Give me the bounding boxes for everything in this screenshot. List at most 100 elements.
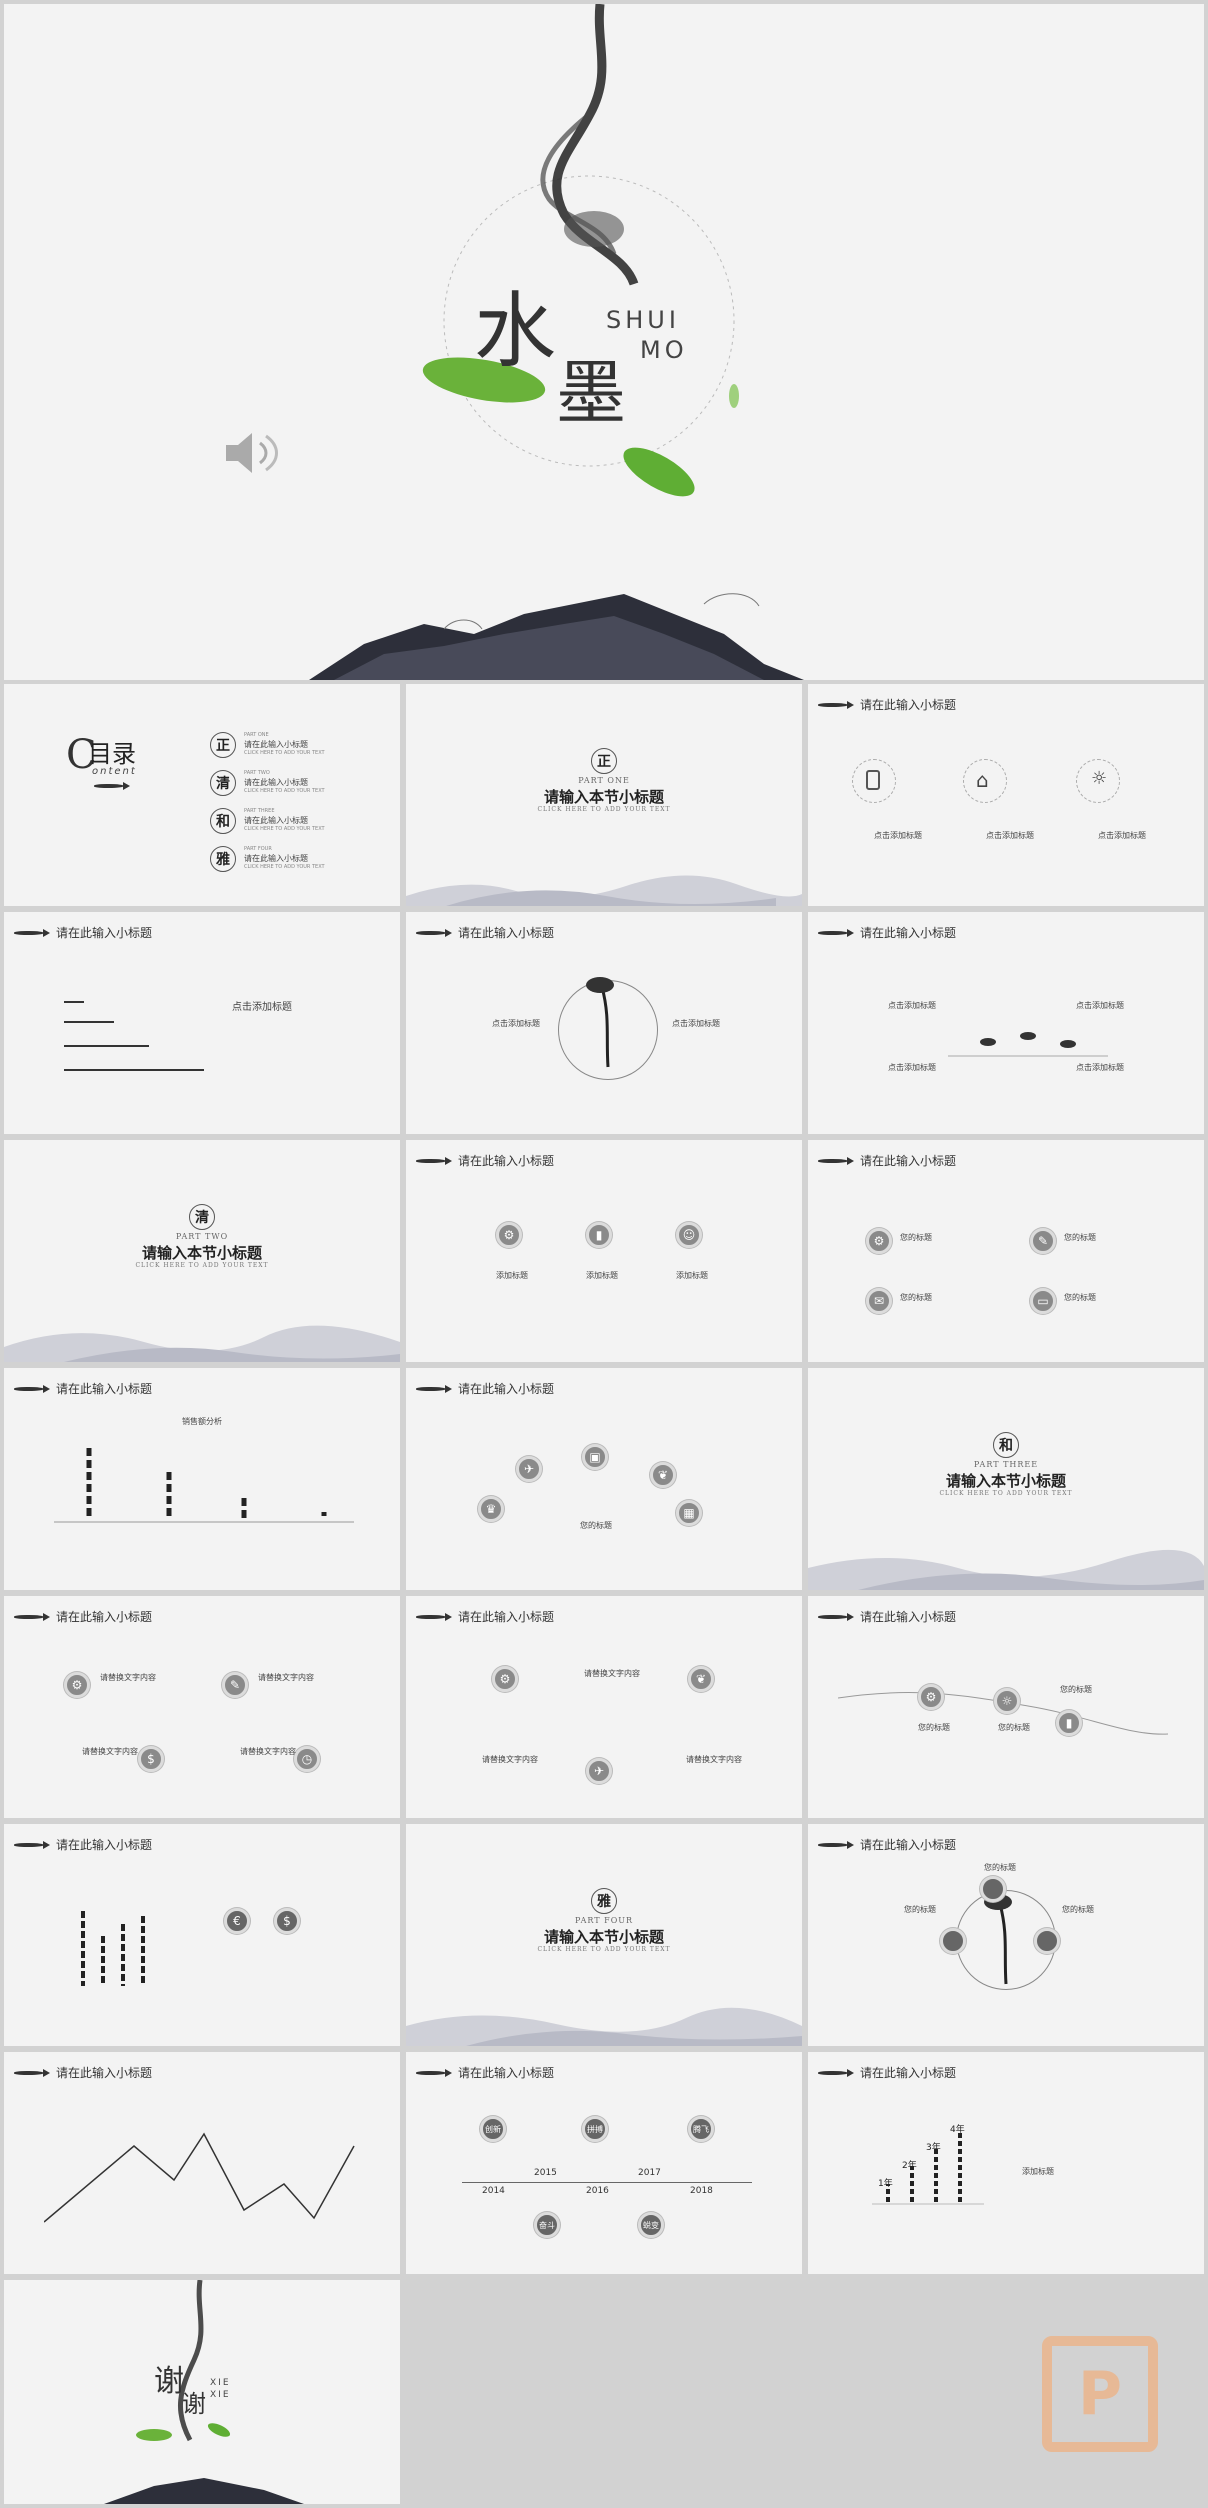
icon-slide[interactable]: 请在此输入小标题 点击添加标题 ⌂ 点击添加标题 ☼ 点击添加标题	[808, 684, 1204, 906]
leaf-icon[interactable]: ❦	[650, 1462, 676, 1488]
leaf-icon[interactable]: ❦	[688, 1666, 714, 1692]
sales-slide[interactable]: 请在此输入小标题 销售额分析	[4, 1368, 400, 1590]
ink-circle-slide[interactable]: 请在此输入小标题 点击添加标题 点击添加标题	[406, 912, 802, 1134]
chart-icon[interactable]: ▮	[1056, 1710, 1082, 1736]
your-title[interactable]: 您的标题	[984, 1863, 1016, 1872]
add-title[interactable]: 添加标题	[496, 1271, 528, 1280]
users-icon[interactable]: ☺	[676, 1222, 702, 1248]
click-add-title[interactable]: 点击添加标题	[986, 831, 1034, 840]
click-add-title[interactable]: 点击添加标题	[874, 831, 922, 840]
circle-tree-slide[interactable]: 请在此输入小标题 您的标题 您的标题 您的标题	[808, 1824, 1204, 2046]
thanks-pinyin-1: XIE	[210, 2378, 231, 2388]
click-add-title[interactable]: 点击添加标题	[672, 1019, 720, 1028]
click-add-title[interactable]: 点击添加标题	[232, 1002, 292, 1013]
your-title[interactable]: 您的标题	[580, 1521, 612, 1530]
edit-text[interactable]: 请替换文字内容	[240, 1747, 296, 1756]
timeline-tag-1[interactable]: 创新	[480, 2116, 506, 2142]
toc-slide[interactable]: C 目录 ontent 正 PART ONE 请在此输入小标题 CLICK HE…	[4, 684, 400, 906]
card-icon[interactable]: ▣	[582, 1444, 608, 1470]
edit-text[interactable]: 请替换文字内容	[686, 1755, 742, 1764]
add-title[interactable]: 添加标题	[586, 1271, 618, 1280]
money-slide[interactable]: 请在此输入小标题 € $	[4, 1824, 400, 2046]
ink-drop-art	[104, 2280, 304, 2504]
click-add-title[interactable]: 点击添加标题	[1098, 831, 1146, 840]
five-icons-slide[interactable]: 请在此输入小标题 ✈ ▣ ❦ ♛ ▦ 您的标题	[406, 1368, 802, 1590]
click-add-title[interactable]: 点击添加标题	[888, 1001, 936, 1010]
section-slide-3[interactable]: 和 PART THREE 请输入本节小标题 CLICK HERE TO ADD …	[808, 1368, 1204, 1590]
your-title[interactable]: 您的标题	[900, 1233, 932, 1242]
trophy-icon[interactable]: ♛	[478, 1496, 504, 1522]
add-title[interactable]: 添加标题	[676, 1271, 708, 1280]
toc-item-2[interactable]: 请在此输入小标题	[244, 778, 308, 787]
your-title[interactable]: 您的标题	[1060, 1685, 1092, 1694]
chart-icon[interactable]: ▮	[586, 1222, 612, 1248]
dot-icon[interactable]	[1034, 1928, 1060, 1954]
timeline-tag-2[interactable]: 拼搏	[582, 2116, 608, 2142]
four-icons-slide[interactable]: 请在此输入小标题 ⚙ 您的标题 ✎ 您的标题 ✉ 您的标题 ▭ 您的标题	[808, 1140, 1204, 1362]
plane-icon[interactable]: ✈	[516, 1456, 542, 1482]
toc-item-1[interactable]: 请在此输入小标题	[244, 740, 308, 749]
progress-slide[interactable]: 请在此输入小标题 点击添加标题	[4, 912, 400, 1134]
chat-icon[interactable]: ✉	[866, 1288, 892, 1314]
settings-icon[interactable]: ⚙	[866, 1228, 892, 1254]
timeline-tag-5[interactable]: 蜕变	[638, 2212, 664, 2238]
thanks-slide[interactable]: 谢 谢 XIE XIE	[4, 2280, 400, 2504]
section-slide-1[interactable]: 正 PART ONE 请输入本节小标题 CLICK HERE TO ADD YO…	[406, 684, 802, 906]
click-add-title[interactable]: 点击添加标题	[888, 1063, 936, 1072]
plane-icon[interactable]: ✈	[586, 1758, 612, 1784]
toc-item-4[interactable]: 请在此输入小标题	[244, 854, 308, 863]
bulb-icon[interactable]: ☼	[994, 1688, 1020, 1714]
steps-slide[interactable]: 请在此输入小标题 1年 2年 3年 4年 添加标题	[808, 2052, 1204, 2274]
edit-text[interactable]: 请替换文字内容	[258, 1673, 314, 1682]
ring	[1076, 759, 1120, 803]
note-icon[interactable]: ✎	[222, 1672, 248, 1698]
dot-icon[interactable]	[980, 1876, 1006, 1902]
your-title[interactable]: 您的标题	[998, 1723, 1030, 1732]
click-add-title[interactable]: 点击添加标题	[1076, 1063, 1124, 1072]
ink-progress-bars	[64, 1001, 204, 1071]
section-title: 请输入本节小标题	[543, 1928, 664, 1946]
settings-icon[interactable]: ⚙	[64, 1672, 90, 1698]
edit-text[interactable]: 请替换文字内容	[100, 1673, 156, 1682]
step-1: 1年	[878, 2179, 893, 2189]
edit-text[interactable]: 请替换文字内容	[482, 1755, 538, 1764]
speaker-icon[interactable]	[222, 428, 282, 478]
image-icon[interactable]: ▦	[676, 1500, 702, 1526]
edit-text[interactable]: 请替换文字内容	[584, 1669, 640, 1678]
clock-icon[interactable]: ◷	[294, 1746, 320, 1772]
timeline-tag-3[interactable]: 腾飞	[688, 2116, 714, 2142]
slide-title: 请在此输入小标题	[416, 1380, 554, 1397]
cover-slide[interactable]: 水 墨 SHUI MO	[4, 4, 1204, 680]
settings-icon[interactable]: ⚙	[918, 1684, 944, 1710]
screen-icon[interactable]: ▭	[1030, 1288, 1056, 1314]
toc-item-3[interactable]: 请在此输入小标题	[244, 816, 308, 825]
zigzag-slide[interactable]: 请在此输入小标题	[4, 2052, 400, 2274]
edit-text[interactable]: 请替换文字内容	[82, 1747, 138, 1756]
tools-icon[interactable]: ✎	[1030, 1228, 1056, 1254]
your-title[interactable]: 您的标题	[904, 1905, 936, 1914]
gear-icon[interactable]: ⚙	[496, 1222, 522, 1248]
dot-icon[interactable]	[940, 1928, 966, 1954]
dollar-icon[interactable]: $	[274, 1908, 300, 1934]
your-title[interactable]: 您的标题	[900, 1293, 932, 1302]
your-title[interactable]: 您的标题	[918, 1723, 950, 1732]
your-title[interactable]: 您的标题	[1064, 1233, 1096, 1242]
vertical-lines-slide[interactable]: 请在此输入小标题 ⚙ ✈ ❦ 请替换文字内容 请替换文字内容 请替换文字内容	[406, 1596, 802, 1818]
four-text-slide[interactable]: 请在此输入小标题 ⚙ 请替换文字内容 ✎ 请替换文字内容 $ 请替换文字内容 ◷…	[4, 1596, 400, 1818]
curve-slide[interactable]: 请在此输入小标题 ⚙ ☼ ▮ 您的标题 您的标题 您的标题	[808, 1596, 1204, 1818]
euro-icon[interactable]: €	[224, 1908, 250, 1934]
gear-icon[interactable]: ⚙	[492, 1666, 518, 1692]
add-title[interactable]: 添加标题	[1022, 2167, 1054, 2176]
click-add-title[interactable]: 点击添加标题	[492, 1019, 540, 1028]
sales-chart-title: 销售额分析	[182, 1417, 222, 1426]
three-icons-slide[interactable]: 请在此输入小标题 ⚙ ▮ ☺ 添加标题 添加标题 添加标题	[406, 1140, 802, 1362]
section-slide-4[interactable]: 雅 PART FOUR 请输入本节小标题 CLICK HERE TO ADD Y…	[406, 1824, 802, 2046]
timeline-tag-4[interactable]: 奋斗	[534, 2212, 560, 2238]
money-icon[interactable]: $	[138, 1746, 164, 1772]
your-title[interactable]: 您的标题	[1062, 1905, 1094, 1914]
section-slide-2[interactable]: 清 PART TWO 请输入本节小标题 CLICK HERE TO ADD YO…	[4, 1140, 400, 1362]
your-title[interactable]: 您的标题	[1064, 1293, 1096, 1302]
timeline-slide[interactable]: 请在此输入小标题 创新 拼搏 腾飞 奋斗 蜕变 2014 2015 2016 2…	[406, 2052, 802, 2274]
leaf-slide[interactable]: 请在此输入小标题 点击添加标题 点击添加标题 点击添加标题 点击添加标题	[808, 912, 1204, 1134]
click-add-title[interactable]: 点击添加标题	[1076, 1001, 1124, 1010]
